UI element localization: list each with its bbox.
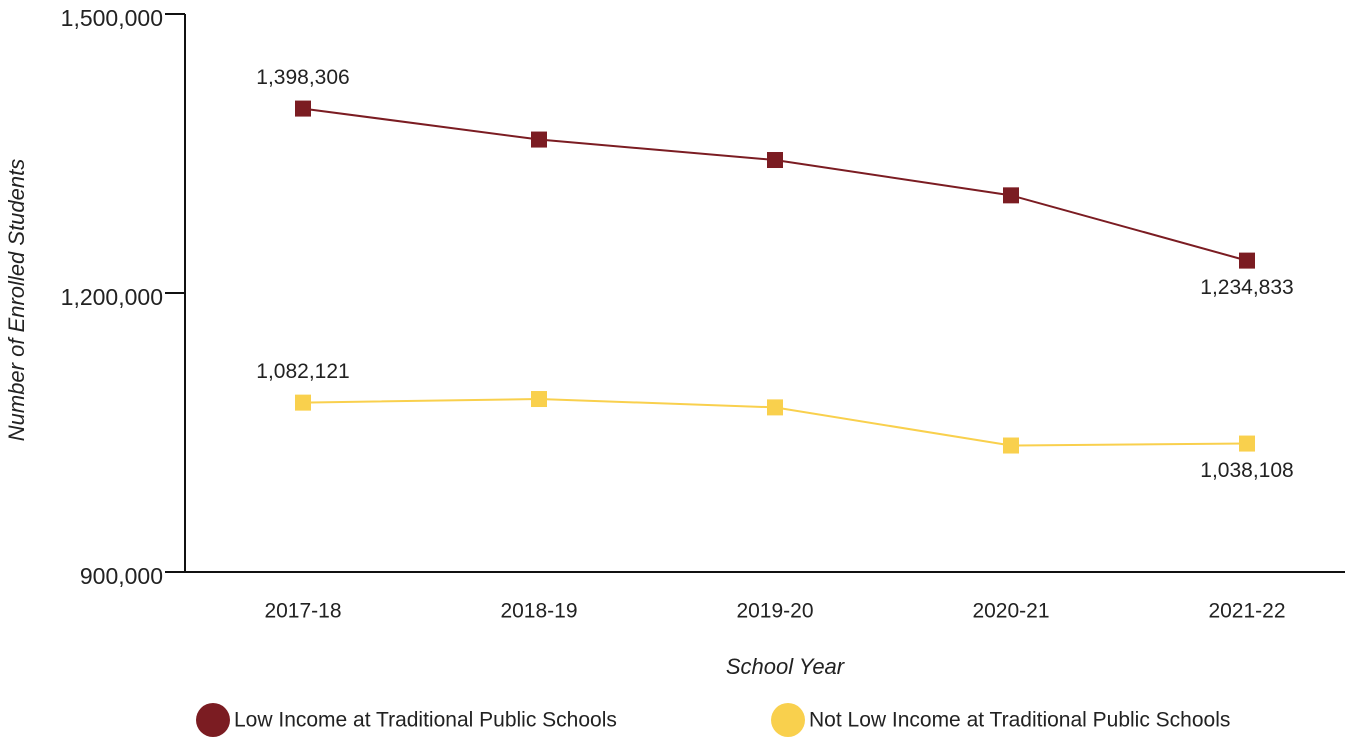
data-label: 1,398,306 bbox=[256, 66, 349, 89]
data-label: 1,082,121 bbox=[256, 360, 349, 383]
data-label: 1,038,108 bbox=[1200, 459, 1293, 482]
data-point bbox=[767, 152, 783, 169]
x-tick-label: 2017-18 bbox=[264, 600, 341, 623]
x-tick-label: 2019-20 bbox=[736, 600, 813, 623]
legend-label: Low Income at Traditional Public Schools bbox=[234, 709, 617, 732]
data-point bbox=[767, 399, 783, 416]
y-axis-title: Number of Enrolled Students bbox=[4, 159, 29, 442]
data-point bbox=[1003, 187, 1019, 204]
data-point bbox=[1003, 437, 1019, 454]
y-tick-label: 900,000 bbox=[80, 563, 163, 589]
x-tick-label: 2020-21 bbox=[972, 600, 1049, 623]
data-point bbox=[531, 131, 547, 148]
legend-label: Not Low Income at Traditional Public Sch… bbox=[809, 709, 1230, 732]
legend-swatch bbox=[771, 703, 805, 737]
data-point bbox=[1239, 252, 1255, 269]
data-point bbox=[531, 391, 547, 408]
data-point bbox=[295, 100, 311, 117]
y-tick-label: 1,500,000 bbox=[61, 5, 163, 31]
x-axis-title: School Year bbox=[726, 654, 846, 679]
data-point bbox=[1239, 435, 1255, 452]
series-line bbox=[302, 107, 1248, 262]
x-tick-label: 2021-22 bbox=[1208, 600, 1285, 623]
data-label: 1,234,833 bbox=[1200, 276, 1293, 299]
y-tick-label: 1,200,000 bbox=[61, 284, 163, 310]
x-tick-label: 2018-19 bbox=[500, 600, 577, 623]
data-point bbox=[295, 394, 311, 411]
legend-swatch bbox=[196, 703, 230, 737]
